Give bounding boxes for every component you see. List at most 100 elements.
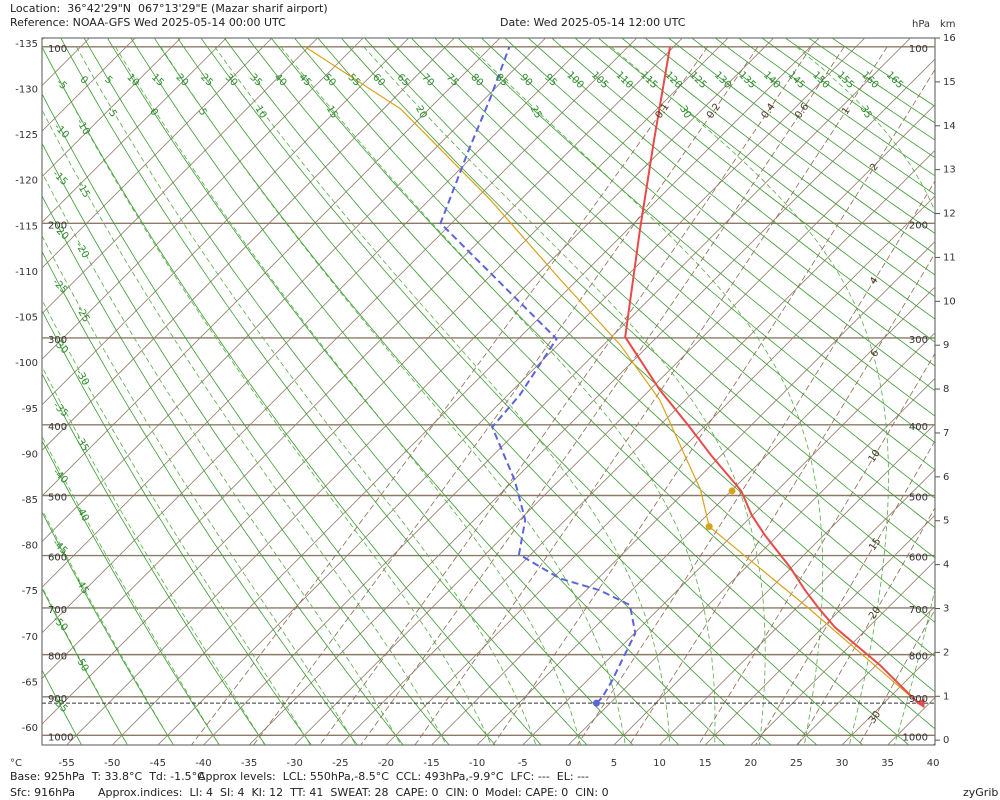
dry-adiabat <box>60 38 588 745</box>
x-tick-label: -40 <box>195 758 211 769</box>
dry-adiabat <box>434 38 935 471</box>
dry-adiabat <box>410 38 935 499</box>
pressure-label-left: 900 <box>48 694 67 705</box>
left-tick-label: -135 <box>15 39 38 50</box>
dry-adiabat <box>527 38 935 367</box>
dry-adiabat <box>457 38 935 444</box>
isotherm <box>42 38 501 497</box>
footer-levels: Approx levels: LCL: 550hPa,-8.5°C CCL: 4… <box>198 770 589 783</box>
pressure-label-left: 600 <box>48 553 67 564</box>
date: Date: Wed 2025-05-14 12:00 UTC <box>500 16 686 29</box>
pressure-label-left: 1000 <box>48 732 73 743</box>
pressure-label-right: 600 <box>909 553 928 564</box>
moist-adiabat-label: 0 <box>147 107 160 118</box>
dry-adiabat <box>317 38 935 623</box>
x-tick-label: -55 <box>58 758 74 769</box>
isotherm <box>704 514 935 745</box>
isotherm <box>42 38 455 451</box>
surface-temp-marker <box>916 698 925 709</box>
x-tick-label: 35 <box>881 758 894 769</box>
y-tick-label: 5 <box>943 516 949 527</box>
left-tick-label: -125 <box>15 130 38 141</box>
pressure-label-right: 700 <box>909 605 928 616</box>
mixing-ratio-line <box>628 252 935 745</box>
mixing-ratio-label: 6 <box>869 348 882 360</box>
pressure-unit: hPa <box>912 19 930 30</box>
isotherm <box>385 195 935 745</box>
moist-adiabat <box>610 46 889 745</box>
x-tick-label: -25 <box>332 758 348 769</box>
isotherm <box>750 560 935 745</box>
x-tick-label: -35 <box>241 758 257 769</box>
moist-adiabat <box>160 46 626 745</box>
dry-adiabat <box>177 38 818 745</box>
y-tick-label: 8 <box>943 384 949 395</box>
mixing-ratio-label: 4 <box>868 275 881 287</box>
pressure-label-left: 400 <box>48 422 67 433</box>
isotherm <box>42 38 546 543</box>
x-tick-label: -20 <box>378 758 394 769</box>
dry-adiabat <box>340 38 935 591</box>
moist-adiabat <box>214 46 671 745</box>
dry-adiabat <box>42 142 450 745</box>
moist-adiabat <box>42 171 402 745</box>
pressure-label-left: 200 <box>48 220 67 231</box>
x-tick-label: -15 <box>423 758 439 769</box>
isotherm <box>522 332 935 745</box>
pressure-label-right: 100 <box>909 44 928 55</box>
moist-adiabat <box>42 299 311 745</box>
dry-adiabat <box>42 93 496 745</box>
dry-adiabat <box>153 38 772 745</box>
moist-adiabat <box>363 46 766 745</box>
pressure-label-left: 500 <box>48 492 67 503</box>
x-tick-label: 10 <box>653 758 666 769</box>
moist-adiabat <box>42 109 447 745</box>
moist-adiabat <box>42 234 357 745</box>
footer-indices: Approx.indices: LI: 4 SI: 4 KI: 12 TT: 4… <box>98 786 479 799</box>
pressure-label-right: 500 <box>909 492 928 503</box>
isotherm <box>111 38 820 745</box>
y-tick-label: 11 <box>943 252 956 263</box>
plot-area <box>42 38 935 745</box>
mixing-ratio-line <box>858 608 935 745</box>
moist-adiabat <box>76 46 537 745</box>
pressure-label-left: 700 <box>48 605 67 616</box>
dry-adiabat <box>364 38 935 559</box>
left-tick-label: -130 <box>15 85 38 96</box>
temperature-line <box>624 46 920 704</box>
dry-adiabat <box>42 511 174 745</box>
isotherm <box>42 38 729 725</box>
isotherm <box>42 38 683 679</box>
pressure-label-right: 300 <box>909 335 928 346</box>
pressure-label-left: 100 <box>48 44 67 55</box>
pressure-label-right: 800 <box>909 652 928 663</box>
dry-adiabat <box>83 38 634 745</box>
left-tick-label: -95 <box>22 404 38 415</box>
isotherm <box>659 468 935 745</box>
isotherm <box>42 38 273 269</box>
isotherm <box>42 38 182 178</box>
dewpoint-line <box>439 46 637 704</box>
moist-adiabat <box>470 46 824 745</box>
mixing-ratio-line <box>697 352 935 745</box>
reference: Reference: NOAA-GFS Wed 2025-05-14 00:00… <box>10 16 286 29</box>
pressure-label-right: 1000 <box>903 732 928 743</box>
left-tick-label: -110 <box>15 267 38 278</box>
isotherm <box>294 104 935 745</box>
mixing-ratio-line <box>252 46 759 745</box>
x-tick-label: 5 <box>611 758 617 769</box>
mixing-ratio-line <box>492 68 935 745</box>
dry-adiabat <box>597 38 935 298</box>
y-tick-label: 1 <box>943 691 949 702</box>
x-tick-label: -45 <box>150 758 166 769</box>
pressure-label-right: 900 <box>909 694 928 705</box>
dry-adiabat <box>247 38 935 730</box>
y-tick-label: 7 <box>943 428 949 439</box>
footer-base: Base: 925hPa T: 33.8°C Td: -1.5°C <box>10 770 205 783</box>
dry-adiabat <box>42 195 404 745</box>
y-tick-label: 3 <box>943 604 949 615</box>
y-tick-label: 4 <box>943 560 949 571</box>
y-tick-label: 12 <box>943 209 956 220</box>
left-tick-label: -90 <box>22 449 38 460</box>
y-tick-label: 13 <box>943 165 956 176</box>
